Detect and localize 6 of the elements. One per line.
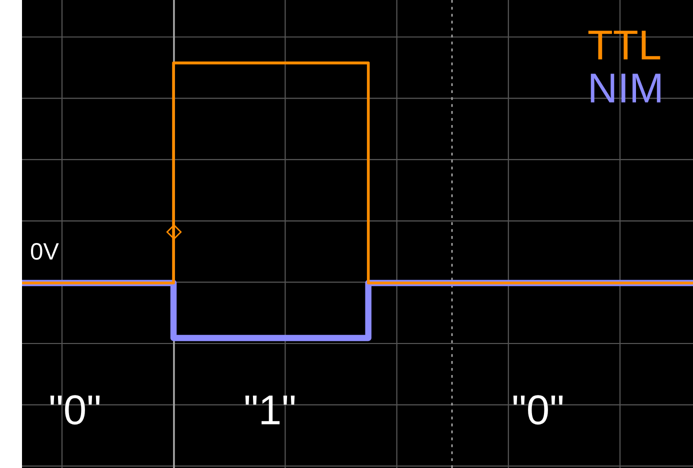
text: TTL [588,30,660,60]
text: "0" [50,395,100,425]
annotation: 0V [30,243,59,260]
text: "0" [513,395,563,425]
text: NIM [590,74,660,102]
text: "1" [245,396,295,424]
